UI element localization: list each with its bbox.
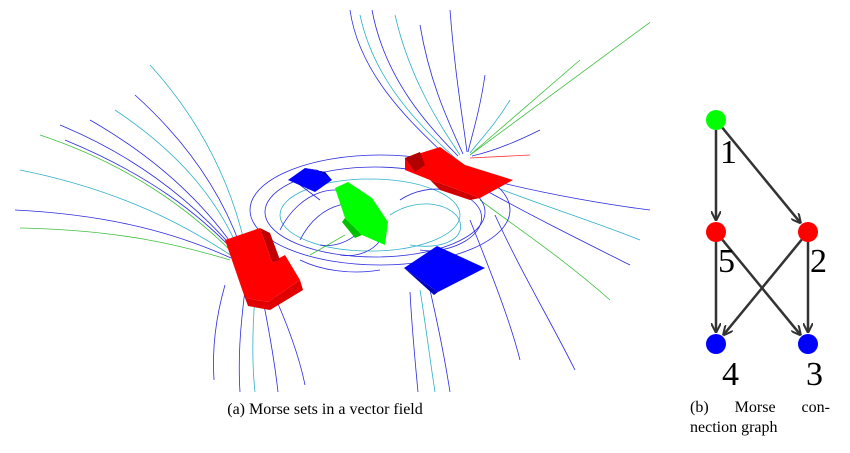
edge-2-to-4: [724, 238, 803, 335]
caption-b-part3: con-: [801, 399, 830, 416]
caption-b-part1: (b): [690, 399, 709, 416]
graph-node-5: [706, 222, 726, 242]
caption-b-line2: nection graph: [690, 419, 778, 436]
graph-node-3: [798, 334, 818, 354]
graph-node-label-4: 4: [722, 356, 739, 393]
graph-node-2: [798, 222, 818, 242]
graph-node-label-5: 5: [718, 243, 735, 280]
graph-node-label-1: 1: [720, 134, 737, 171]
graph-node-label-2: 2: [810, 243, 827, 280]
graph-node-4: [706, 334, 726, 354]
caption-b-part2: Morse: [734, 399, 776, 416]
streamlines: [14, 9, 650, 392]
graph-nodes: 1 5 2 4 3: [706, 110, 827, 393]
edge-1-to-2: [721, 126, 800, 223]
graph-node-label-3: 3: [806, 356, 823, 393]
morse-set-green: [335, 182, 388, 245]
caption-b: (b) Morse con- nection graph: [690, 398, 850, 438]
graph-node-1: [706, 110, 726, 130]
morse-set-red-left: [225, 228, 303, 310]
vector-field-view: [14, 9, 650, 392]
morse-set-blue-bottom: [404, 246, 485, 295]
morse-set-blue-top: [288, 168, 332, 192]
morse-set-red-right: [405, 147, 513, 200]
caption-a: (a) Morse sets in a vector field: [227, 401, 423, 418]
graph-edges: [716, 126, 808, 335]
morse-connection-graph: 1 5 2 4 3: [706, 110, 827, 393]
